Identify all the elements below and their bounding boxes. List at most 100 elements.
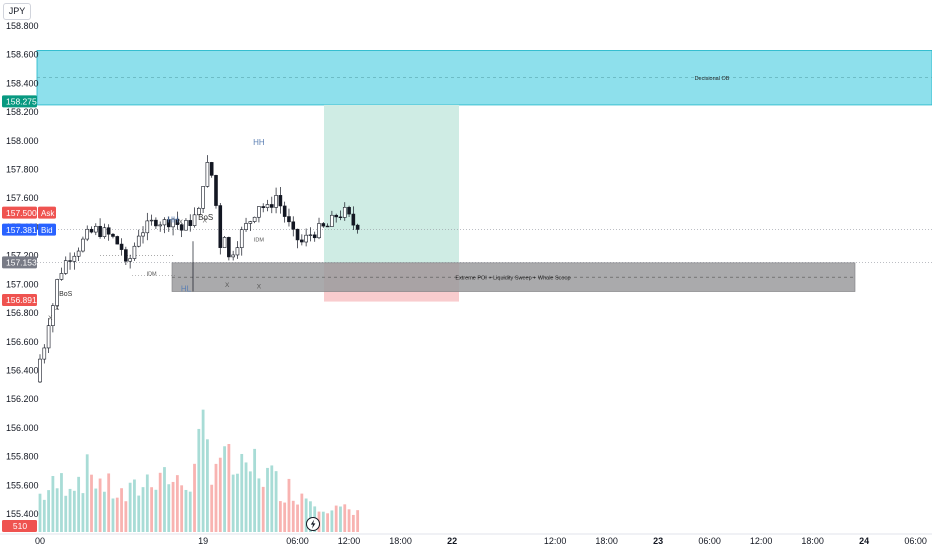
candle [261, 203, 266, 213]
candle-body [149, 219, 154, 222]
candle-body [46, 325, 51, 349]
candle [158, 221, 162, 232]
candle-body [338, 216, 343, 218]
candle-body [209, 162, 214, 176]
candle [106, 224, 111, 241]
candle [278, 187, 283, 214]
candle [334, 213, 338, 223]
candle [248, 220, 253, 232]
candle-body [227, 237, 231, 258]
price-label-157-153: 157.153 [2, 256, 37, 269]
volume-bar [188, 491, 192, 532]
candle [330, 210, 334, 227]
annotation-x: X [48, 315, 53, 322]
candle [317, 217, 321, 240]
time-tick-label: 06:00 [698, 536, 721, 546]
annotation-idm: IDM [254, 237, 265, 243]
volume-label-value: 510 [13, 521, 27, 531]
volume-bar [206, 439, 209, 532]
price-tick-label: 156.200 [6, 394, 39, 404]
candle [145, 212, 150, 241]
candle [119, 238, 124, 256]
volume-bar [111, 498, 115, 532]
annotation-idm: IDM [147, 272, 158, 278]
volume-label-bg [2, 520, 37, 532]
candle-body [252, 216, 257, 222]
volume-bar [244, 462, 248, 532]
price-label-value: 157.381 [6, 225, 37, 235]
volume-bar [321, 511, 325, 532]
candle-body [197, 208, 201, 216]
volume-bar [145, 474, 149, 532]
candle [321, 222, 326, 228]
volume-bar [266, 467, 269, 532]
candle-body [145, 220, 150, 234]
candle-body [119, 243, 124, 250]
candle [244, 217, 248, 232]
candle [342, 202, 347, 221]
candle-body [239, 229, 244, 248]
price-label-157-500: 157.500 Ask [2, 206, 56, 219]
price-tick-label: 155.800 [6, 452, 39, 462]
candle-body [154, 219, 158, 227]
volume-bar [47, 490, 50, 532]
time-tick-label: 18:00 [801, 536, 824, 546]
candle [115, 235, 120, 245]
volume-bar [98, 478, 102, 532]
candle [89, 226, 94, 234]
candle-body [42, 347, 47, 360]
candle [72, 252, 77, 270]
volume-bar [253, 448, 257, 532]
candle [179, 223, 184, 238]
candle [218, 203, 223, 255]
candle [141, 226, 145, 244]
candle [59, 267, 64, 281]
price-tag-bg [38, 206, 56, 219]
candle [231, 250, 235, 261]
candle [308, 227, 313, 242]
candle-body [192, 214, 197, 226]
candle [287, 208, 291, 227]
time-tick-label: 06:00 [286, 536, 309, 546]
price-label-bg [2, 95, 37, 108]
candle [51, 303, 55, 333]
price-tick-label: 157.000 [6, 279, 39, 289]
candle-body [76, 250, 81, 257]
candle-series [38, 155, 360, 383]
candle [201, 186, 205, 213]
candle-body [179, 224, 184, 231]
lightning-circle-icon[interactable] [306, 517, 320, 531]
candle [124, 246, 128, 266]
price-label-bg [2, 256, 37, 269]
candle-body [63, 260, 68, 274]
price-tick-label: 155.400 [6, 509, 39, 519]
volume-bar [248, 471, 252, 532]
candle-body [244, 223, 248, 230]
candle-body [282, 205, 287, 217]
volume-bar [158, 472, 162, 532]
candle-body [287, 216, 291, 223]
candle-body [184, 220, 188, 231]
volume-bar [150, 487, 154, 532]
candle [338, 210, 343, 221]
candle-body [102, 227, 107, 237]
price-label-bg [2, 206, 37, 219]
price-tick-label: 158.400 [6, 78, 39, 88]
volume-bar [137, 495, 141, 532]
position-target-zone[interactable] [324, 104, 459, 263]
volume-bar [128, 482, 132, 532]
candle [239, 226, 244, 256]
volume-bar [231, 474, 235, 532]
candle [274, 187, 278, 214]
candle-body [222, 237, 227, 248]
price-label-value: 158.275 [6, 97, 37, 107]
candle-body [300, 239, 304, 243]
volume-bar [107, 473, 111, 532]
candle [312, 231, 317, 242]
volume-bar [240, 453, 244, 532]
volume-bar [102, 491, 106, 532]
price-label-156-891: 156.891 [2, 293, 37, 306]
candle-body [94, 225, 98, 233]
volume-bar [90, 474, 93, 532]
